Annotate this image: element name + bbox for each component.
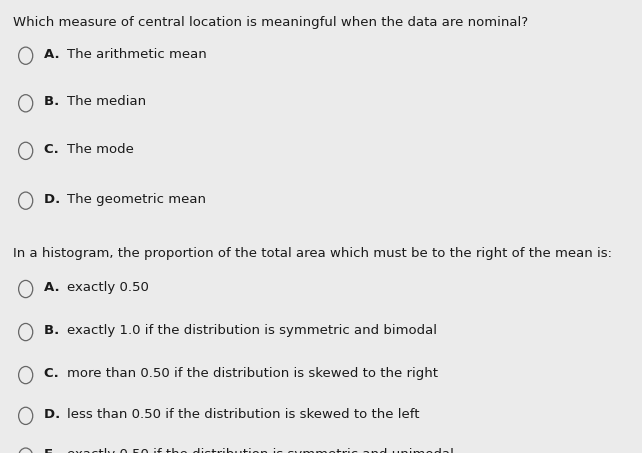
Text: exactly 1.0 if the distribution is symmetric and bimodal: exactly 1.0 if the distribution is symme… (67, 324, 437, 337)
Ellipse shape (19, 142, 33, 159)
Text: exactly 0.50 if the distribution is symmetric and unimodal: exactly 0.50 if the distribution is symm… (67, 448, 455, 453)
Ellipse shape (19, 407, 33, 424)
Ellipse shape (19, 192, 33, 209)
Text: The median: The median (67, 95, 146, 108)
Text: B.: B. (44, 95, 64, 108)
Ellipse shape (19, 280, 33, 298)
Text: A.: A. (44, 48, 64, 61)
Text: less than 0.50 if the distribution is skewed to the left: less than 0.50 if the distribution is sk… (67, 408, 420, 421)
Ellipse shape (19, 323, 33, 341)
Text: The mode: The mode (67, 143, 134, 156)
Text: Which measure of central location is meaningful when the data are nominal?: Which measure of central location is mea… (13, 16, 528, 29)
Text: exactly 0.50: exactly 0.50 (67, 281, 150, 294)
Text: C.: C. (44, 143, 63, 156)
Text: C.: C. (44, 367, 63, 380)
Ellipse shape (19, 47, 33, 64)
Text: The arithmetic mean: The arithmetic mean (67, 48, 207, 61)
Text: In a histogram, the proportion of the total area which must be to the right of t: In a histogram, the proportion of the to… (13, 247, 612, 260)
Ellipse shape (19, 448, 33, 453)
Text: D.: D. (44, 193, 65, 206)
Text: more than 0.50 if the distribution is skewed to the right: more than 0.50 if the distribution is sk… (67, 367, 438, 380)
Text: B.: B. (44, 324, 64, 337)
Text: A.: A. (44, 281, 64, 294)
Text: E.: E. (44, 448, 62, 453)
Ellipse shape (19, 366, 33, 384)
Ellipse shape (19, 95, 33, 112)
Text: D.: D. (44, 408, 65, 421)
Text: The geometric mean: The geometric mean (67, 193, 207, 206)
